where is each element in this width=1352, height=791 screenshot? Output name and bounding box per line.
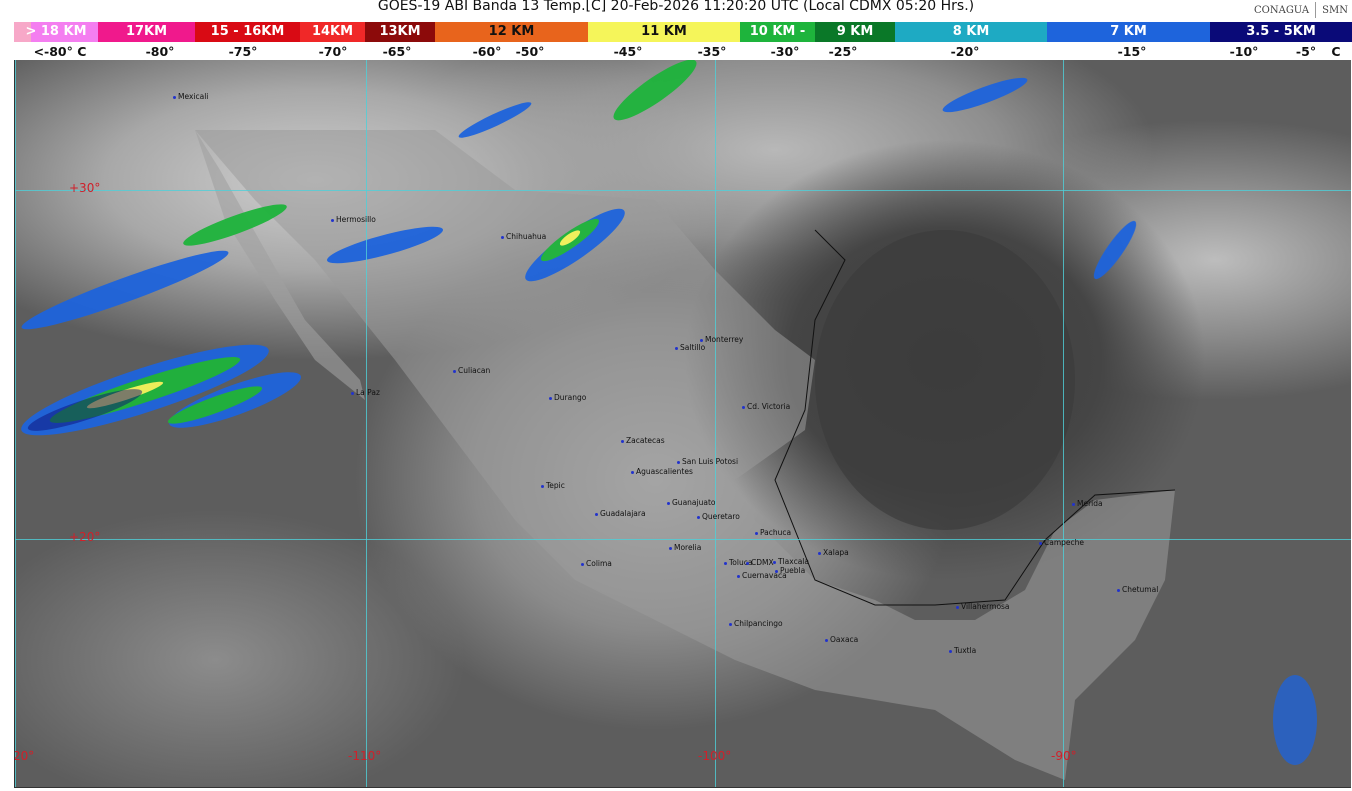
city-label: Xalapa <box>818 548 849 557</box>
temp-label: -80° <box>145 44 175 59</box>
lon-label: -100° <box>698 749 732 763</box>
temp-label: -20° <box>950 44 980 59</box>
cloud-band <box>613 60 697 121</box>
temp-label: -5° <box>1295 44 1317 59</box>
legend-segment: 15 - 16KM <box>195 22 300 42</box>
cloud-band <box>27 389 143 431</box>
parallel-line <box>15 539 1351 540</box>
temp-label: C <box>1331 44 1341 59</box>
temp-label: -25° <box>828 44 858 59</box>
city-label: Saltillo <box>675 343 705 352</box>
city-label: Chihuahua <box>501 232 546 241</box>
meridian-line <box>715 60 716 787</box>
legend-segment: 11 KM <box>588 22 740 42</box>
legend-segment: 3.5 - 5KM <box>1210 22 1352 42</box>
city-label: Zacatecas <box>621 436 665 445</box>
city-label: Campeche <box>1039 538 1084 547</box>
city-label: Guanajuato <box>667 498 715 507</box>
coastline <box>774 229 1176 606</box>
cloud-band <box>942 77 1028 113</box>
temp-label: <-80° C <box>33 44 87 59</box>
lat-label: +30° <box>69 181 101 195</box>
city-label: Monterrey <box>700 335 743 344</box>
city-label: Cuernavaca <box>737 571 787 580</box>
city-label: Hermosillo <box>331 215 376 224</box>
city-label: Chetumal <box>1117 585 1158 594</box>
temp-label: -45° <box>613 44 643 59</box>
city-label: Culiacan <box>453 366 490 375</box>
city-label: Morelia <box>669 543 701 552</box>
legend-segment: 17KM <box>98 22 195 42</box>
city-label: Pachuca <box>755 528 791 537</box>
satellite-map: +30° +20° -120° -110° -100° -90° Mexical… <box>14 60 1351 788</box>
cloud-band <box>559 230 581 246</box>
city-label: Colima <box>581 559 612 568</box>
conagua-logo: CONAGUA <box>1254 4 1310 16</box>
legend-segment: 9 KM <box>815 22 895 42</box>
temp-label: -60° <box>472 44 502 59</box>
cloud-band <box>326 226 444 264</box>
image-title: GOES-19 ABI Banda 13 Temp.[C] 20-Feb-202… <box>377 0 975 14</box>
lon-label: -90° <box>1051 749 1077 763</box>
city-label: Tuxtla <box>949 646 976 655</box>
baja-california <box>195 130 365 400</box>
cloud-band <box>1093 220 1137 280</box>
temp-label: -10° <box>1229 44 1259 59</box>
legend-segment: 13KM <box>365 22 435 42</box>
city-label: Puebla <box>775 566 805 575</box>
city-label: San Luis Potosi <box>677 457 738 466</box>
meridian-line <box>366 60 367 787</box>
logos: CONAGUA SMN <box>1254 2 1348 18</box>
city-label: Oaxaca <box>825 635 858 644</box>
cloud-band <box>86 381 164 409</box>
city-label: La Paz <box>351 388 380 397</box>
temp-label: -50° <box>515 44 545 59</box>
legend-segment: > 18 KM <box>14 22 98 42</box>
city-label: Queretaro <box>697 512 740 521</box>
temp-label: -70° <box>318 44 348 59</box>
city-label: Chilpancingo <box>729 619 783 628</box>
cloud-band <box>167 386 263 424</box>
lon-label: -110° <box>348 749 382 763</box>
city-label: Mexicali <box>173 92 208 101</box>
city-label: Durango <box>549 393 586 402</box>
city-label: Tlaxcala <box>773 557 809 566</box>
cloud-tops <box>21 60 1317 765</box>
legend-segment: 14KM <box>300 22 365 42</box>
city-label: CDMX <box>746 558 774 567</box>
cloud-band <box>1273 675 1317 765</box>
cloud-band <box>458 102 532 138</box>
legend-segment: 10 KM - <box>740 22 815 42</box>
temp-label: -65° <box>382 44 412 59</box>
logo-divider <box>1315 2 1317 18</box>
cloud-band <box>183 204 287 246</box>
city-label: Villahermosa <box>956 602 1010 611</box>
parallel-line <box>15 190 1351 191</box>
city-label: Guadalajara <box>595 509 646 518</box>
lon-label: -120° <box>14 749 35 763</box>
temp-label: -75° <box>228 44 258 59</box>
city-label: Toluca <box>724 558 752 567</box>
lat-label: +20° <box>69 530 101 544</box>
gulf-of-mexico <box>815 230 1075 530</box>
city-label: Merida <box>1072 499 1103 508</box>
legend-segment: 7 KM <box>1047 22 1210 42</box>
legend-segment: 12 KM <box>435 22 588 42</box>
meridian-line <box>1063 60 1064 787</box>
color-legend: > 18 KM 17KM 15 - 16KM 14KM 13KM 12 KM 1… <box>14 22 1352 42</box>
meridian-line <box>15 60 16 787</box>
city-label: Tepic <box>541 481 565 490</box>
temp-label: -15° <box>1117 44 1147 59</box>
cloud-band <box>21 250 229 330</box>
smn-logo: SMN <box>1322 4 1348 16</box>
city-label: Cd. Victoria <box>742 402 790 411</box>
legend-segment: 8 KM <box>895 22 1047 42</box>
temp-label: -35° <box>697 44 727 59</box>
city-label: Aguascalientes <box>631 467 693 476</box>
mexico-landmass <box>195 130 1175 780</box>
temp-label: -30° <box>770 44 800 59</box>
map-overlay <box>21 60 1317 780</box>
